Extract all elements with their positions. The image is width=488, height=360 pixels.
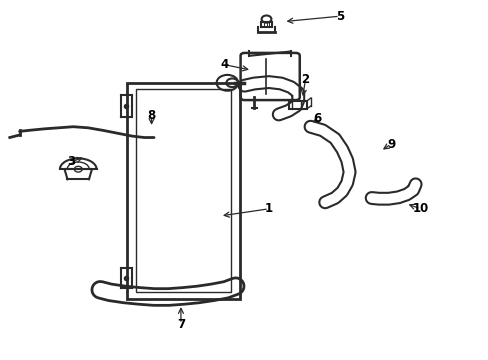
Text: 3: 3 bbox=[67, 156, 75, 168]
Text: 4: 4 bbox=[221, 58, 228, 71]
Text: 5: 5 bbox=[335, 10, 343, 23]
Text: 7: 7 bbox=[177, 318, 184, 330]
Text: 2: 2 bbox=[301, 73, 309, 86]
Text: 9: 9 bbox=[386, 138, 394, 150]
Bar bbox=[288, 101, 306, 109]
Text: 8: 8 bbox=[147, 109, 155, 122]
Bar bbox=[127, 83, 239, 299]
Bar bbox=[136, 89, 230, 292]
Text: 1: 1 bbox=[264, 202, 272, 215]
Text: 10: 10 bbox=[411, 202, 428, 215]
Text: 6: 6 bbox=[313, 112, 321, 125]
